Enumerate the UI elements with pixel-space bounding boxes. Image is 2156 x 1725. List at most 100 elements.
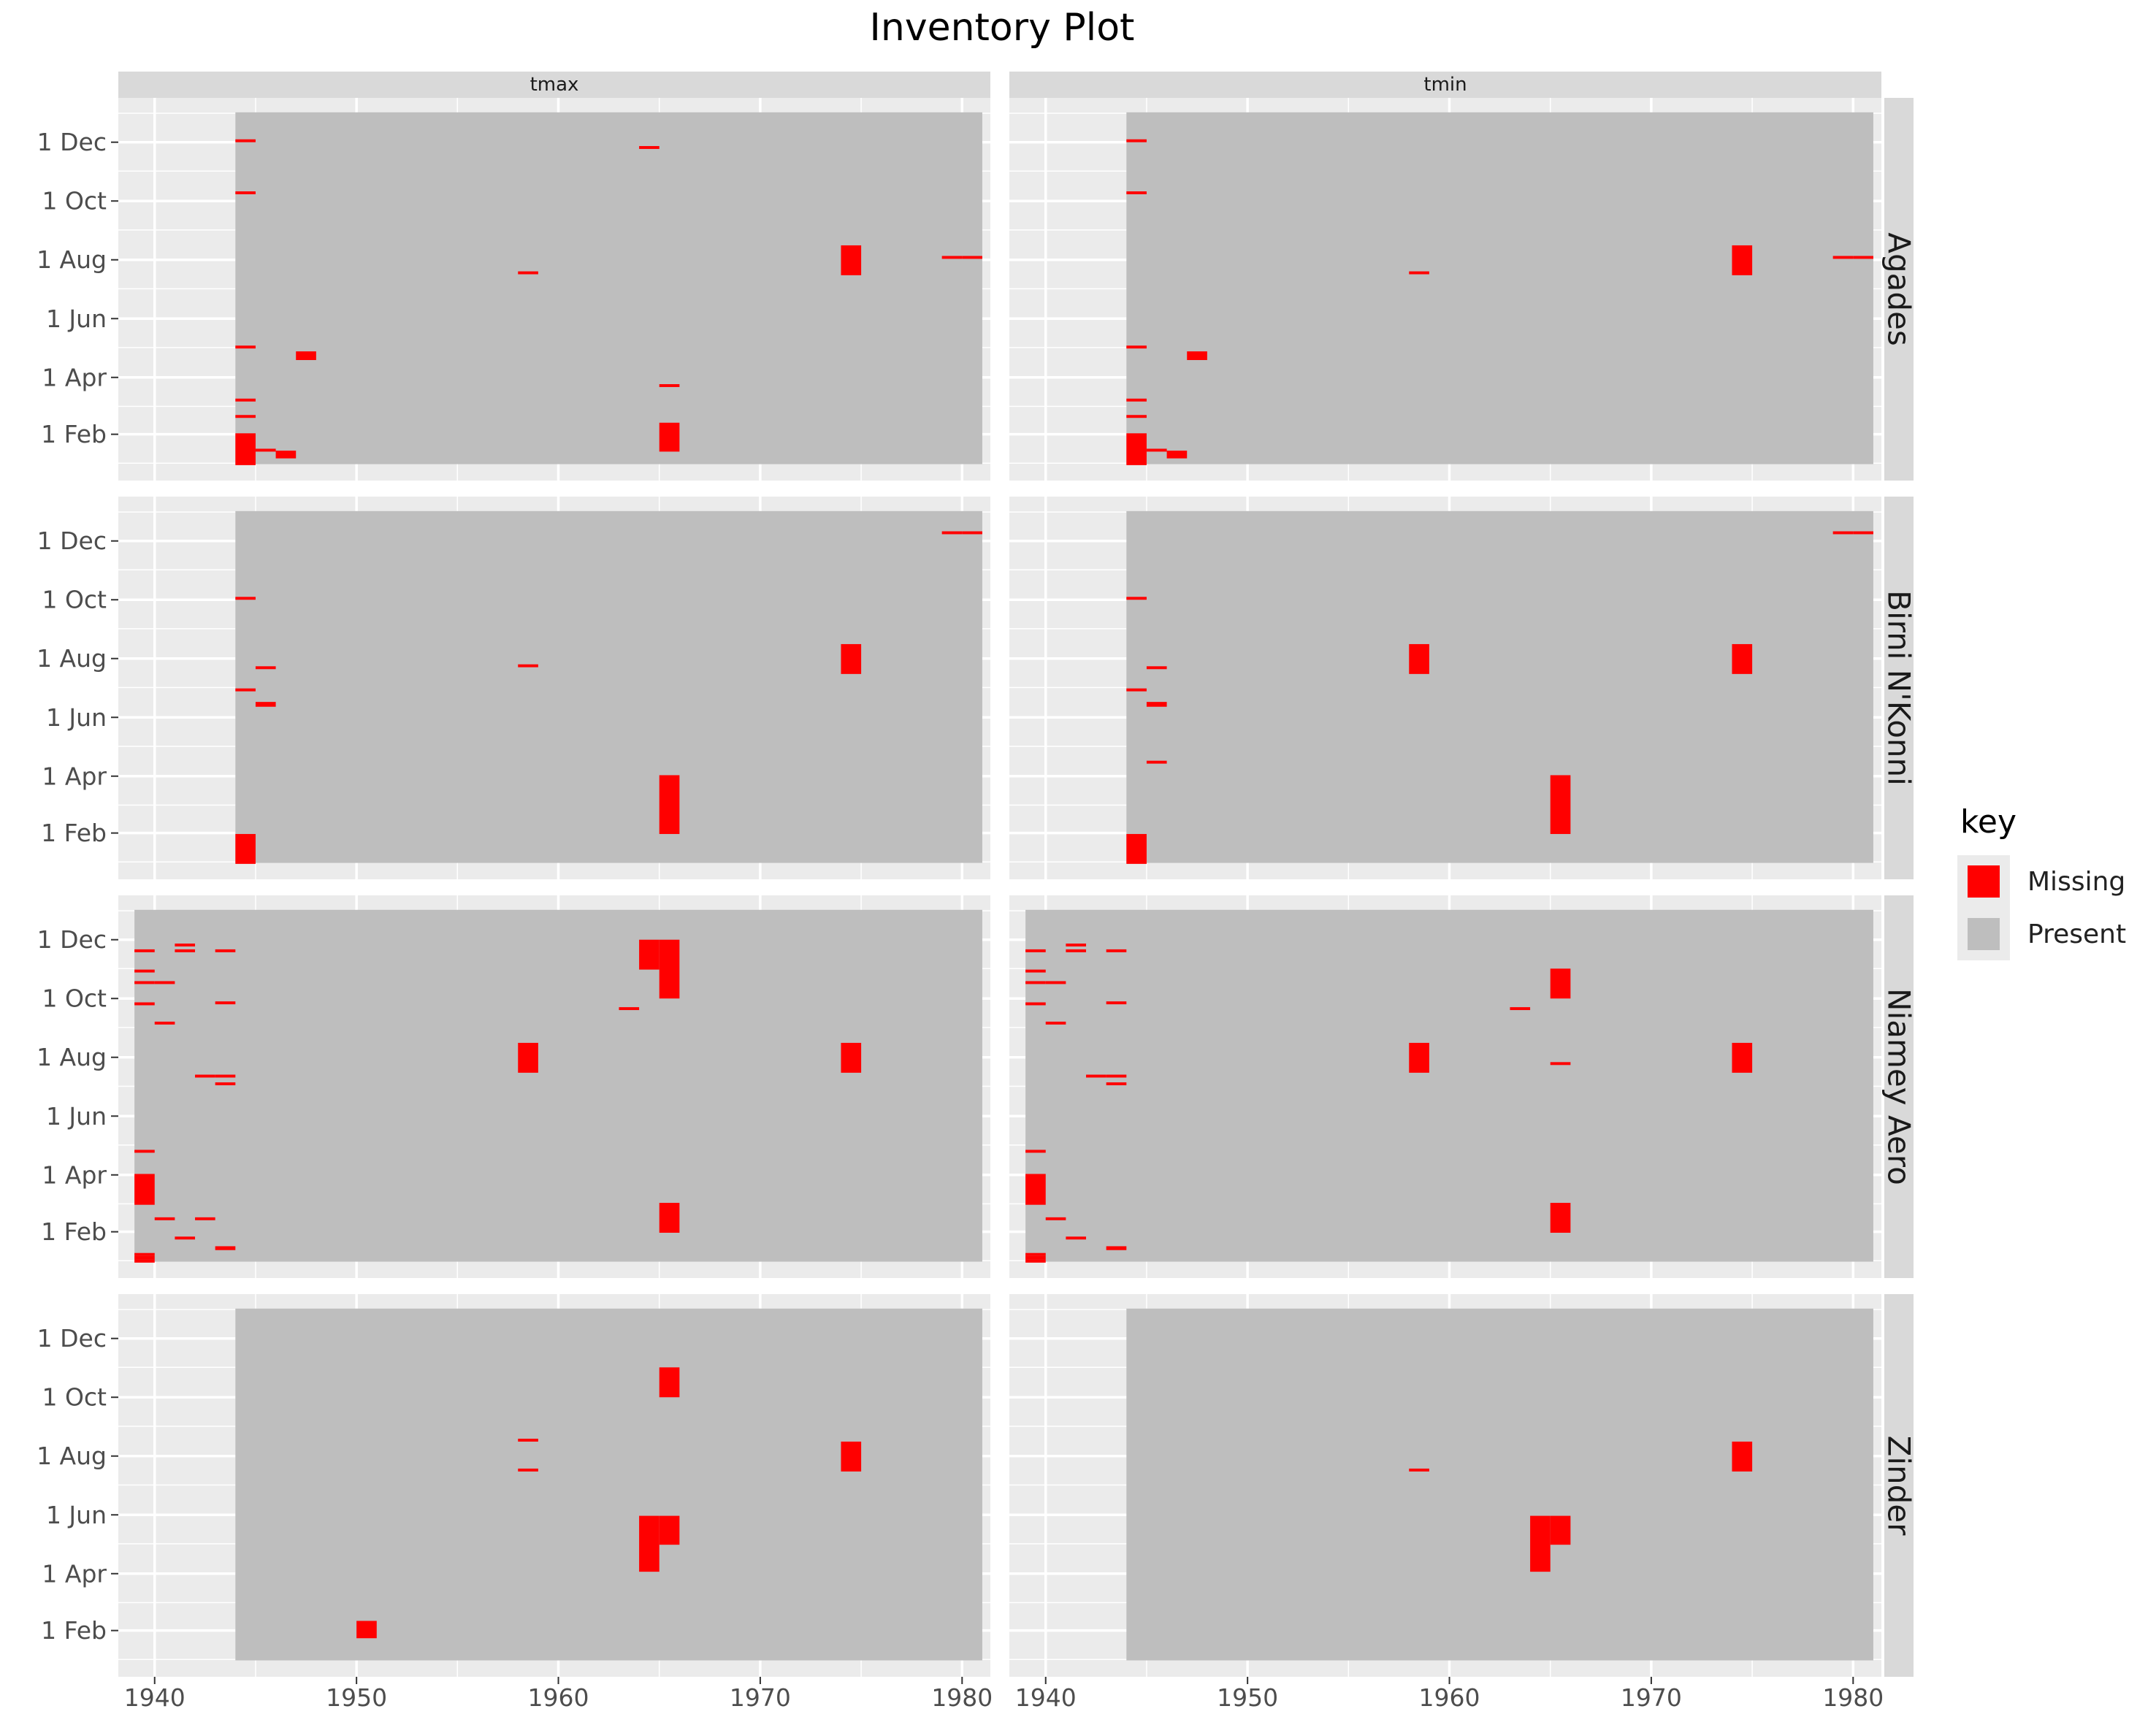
chart-title: Inventory Plot — [869, 6, 1135, 50]
missing-block — [1187, 351, 1207, 361]
y-tick-label: 1 Feb — [41, 1217, 107, 1246]
missing-block — [1025, 1259, 1046, 1263]
missing-block — [659, 422, 680, 452]
missing-block — [1126, 345, 1147, 349]
y-tick-label: 1 Oct — [42, 1383, 107, 1412]
y-tick-label: 1 Dec — [37, 527, 107, 555]
missing-block — [215, 1246, 236, 1250]
missing-block — [1732, 643, 1753, 674]
legend-label-missing: Missing — [2027, 866, 2126, 897]
x-tick-label: 1980 — [931, 1683, 993, 1712]
missing-block — [639, 1515, 660, 1572]
missing-block — [1550, 1203, 1571, 1233]
missing-block — [1025, 1150, 1046, 1153]
y-tick-label: 1 Oct — [42, 984, 107, 1013]
y-tick-label: 1 Dec — [37, 925, 107, 954]
missing-block — [1045, 981, 1066, 984]
missing-block — [1066, 949, 1087, 952]
missing-block — [518, 664, 538, 668]
panel-birni-n-konni-tmax — [118, 497, 990, 879]
missing-block — [639, 939, 660, 970]
missing-block — [1530, 1515, 1551, 1572]
missing-block — [1832, 531, 1854, 535]
missing-block — [1126, 833, 1147, 864]
y-tick-label: 1 Jun — [46, 305, 107, 333]
missing-block — [1025, 1255, 1046, 1260]
panel-zinder-tmin — [1009, 1294, 1881, 1677]
legend-swatch-present — [1968, 918, 2000, 950]
x-tick-label: 1970 — [730, 1683, 791, 1712]
missing-block — [1126, 435, 1147, 465]
missing-block — [134, 1002, 155, 1006]
x-tick-label: 1960 — [528, 1683, 589, 1712]
missing-block — [518, 1042, 538, 1073]
facet-strip-column — [1009, 72, 1881, 98]
x-tick-label: 1980 — [1822, 1683, 1884, 1712]
panel-agades-tmax — [118, 98, 990, 481]
missing-block — [1025, 969, 1046, 973]
missing-block — [175, 949, 196, 952]
missing-block — [154, 981, 175, 984]
missing-block — [1066, 943, 1087, 946]
y-tick-label: 1 Aug — [37, 1442, 107, 1470]
y-tick-label: 1 Dec — [37, 1324, 107, 1353]
present-region — [235, 510, 982, 863]
missing-block — [195, 1074, 215, 1078]
missing-block — [255, 448, 276, 452]
present-region — [235, 112, 982, 464]
y-tick-label: 1 Feb — [41, 420, 107, 448]
missing-block — [356, 1621, 377, 1639]
missing-block — [1732, 1042, 1753, 1073]
missing-block — [1409, 1468, 1429, 1472]
missing-block — [659, 1515, 680, 1545]
missing-block — [962, 531, 982, 535]
missing-block — [1146, 666, 1167, 670]
missing-block — [255, 666, 276, 670]
present-region — [134, 909, 982, 1262]
facet-row-label: Birni N'Konni — [1881, 590, 1917, 786]
missing-block — [1126, 139, 1147, 142]
missing-block — [195, 1217, 215, 1220]
missing-block — [1853, 531, 1873, 535]
missing-block — [1166, 451, 1188, 459]
missing-block — [235, 191, 256, 194]
missing-block — [134, 1150, 155, 1153]
facet-strips: Agades Birni N'Konni Niamey Aero Zinder tmax… — [118, 72, 1917, 1677]
facet-strip-column — [118, 72, 990, 98]
axes: 1 Feb 1 Apr 1 Jun 1 Aug 1 Oct 1 Dec 1 Feb 1 Apr… — [37, 128, 1884, 1712]
present-region — [1025, 909, 1873, 1262]
missing-block — [134, 1252, 155, 1256]
missing-block — [235, 415, 256, 418]
facet-row-label: Agades — [1881, 232, 1917, 346]
missing-block — [235, 139, 256, 142]
missing-block — [659, 1203, 680, 1233]
missing-block — [841, 1042, 862, 1073]
missing-block — [235, 433, 256, 435]
panel-niamey-aero-tmin — [1009, 895, 1881, 1278]
missing-block — [1045, 1217, 1066, 1220]
missing-block — [1086, 1074, 1106, 1078]
missing-block — [1550, 1062, 1571, 1066]
panel-niamey-aero-tmax — [118, 895, 990, 1278]
present-region — [235, 1308, 982, 1661]
missing-block — [962, 256, 982, 259]
missing-block — [134, 1255, 155, 1260]
x-tick-label: 1970 — [1621, 1683, 1682, 1712]
missing-block — [1025, 1252, 1046, 1256]
facet-strip-row — [1884, 1294, 1914, 1677]
missing-block — [1126, 398, 1147, 402]
missing-block — [296, 351, 316, 361]
facet-column-label: tmin — [1423, 74, 1467, 96]
missing-block — [1853, 256, 1873, 259]
x-tick-label: 1960 — [1419, 1683, 1480, 1712]
missing-block — [1106, 1001, 1127, 1005]
missing-block — [1146, 448, 1167, 452]
missing-block — [1106, 1082, 1127, 1086]
legend-title: key — [1960, 803, 2017, 841]
missing-block — [154, 1217, 175, 1220]
facet-column-label: tmax — [530, 74, 579, 96]
missing-block — [1732, 1441, 1753, 1472]
y-tick-label: 1 Aug — [37, 245, 107, 274]
y-tick-label: 1 Jun — [46, 1501, 107, 1529]
missing-block — [215, 1074, 236, 1078]
